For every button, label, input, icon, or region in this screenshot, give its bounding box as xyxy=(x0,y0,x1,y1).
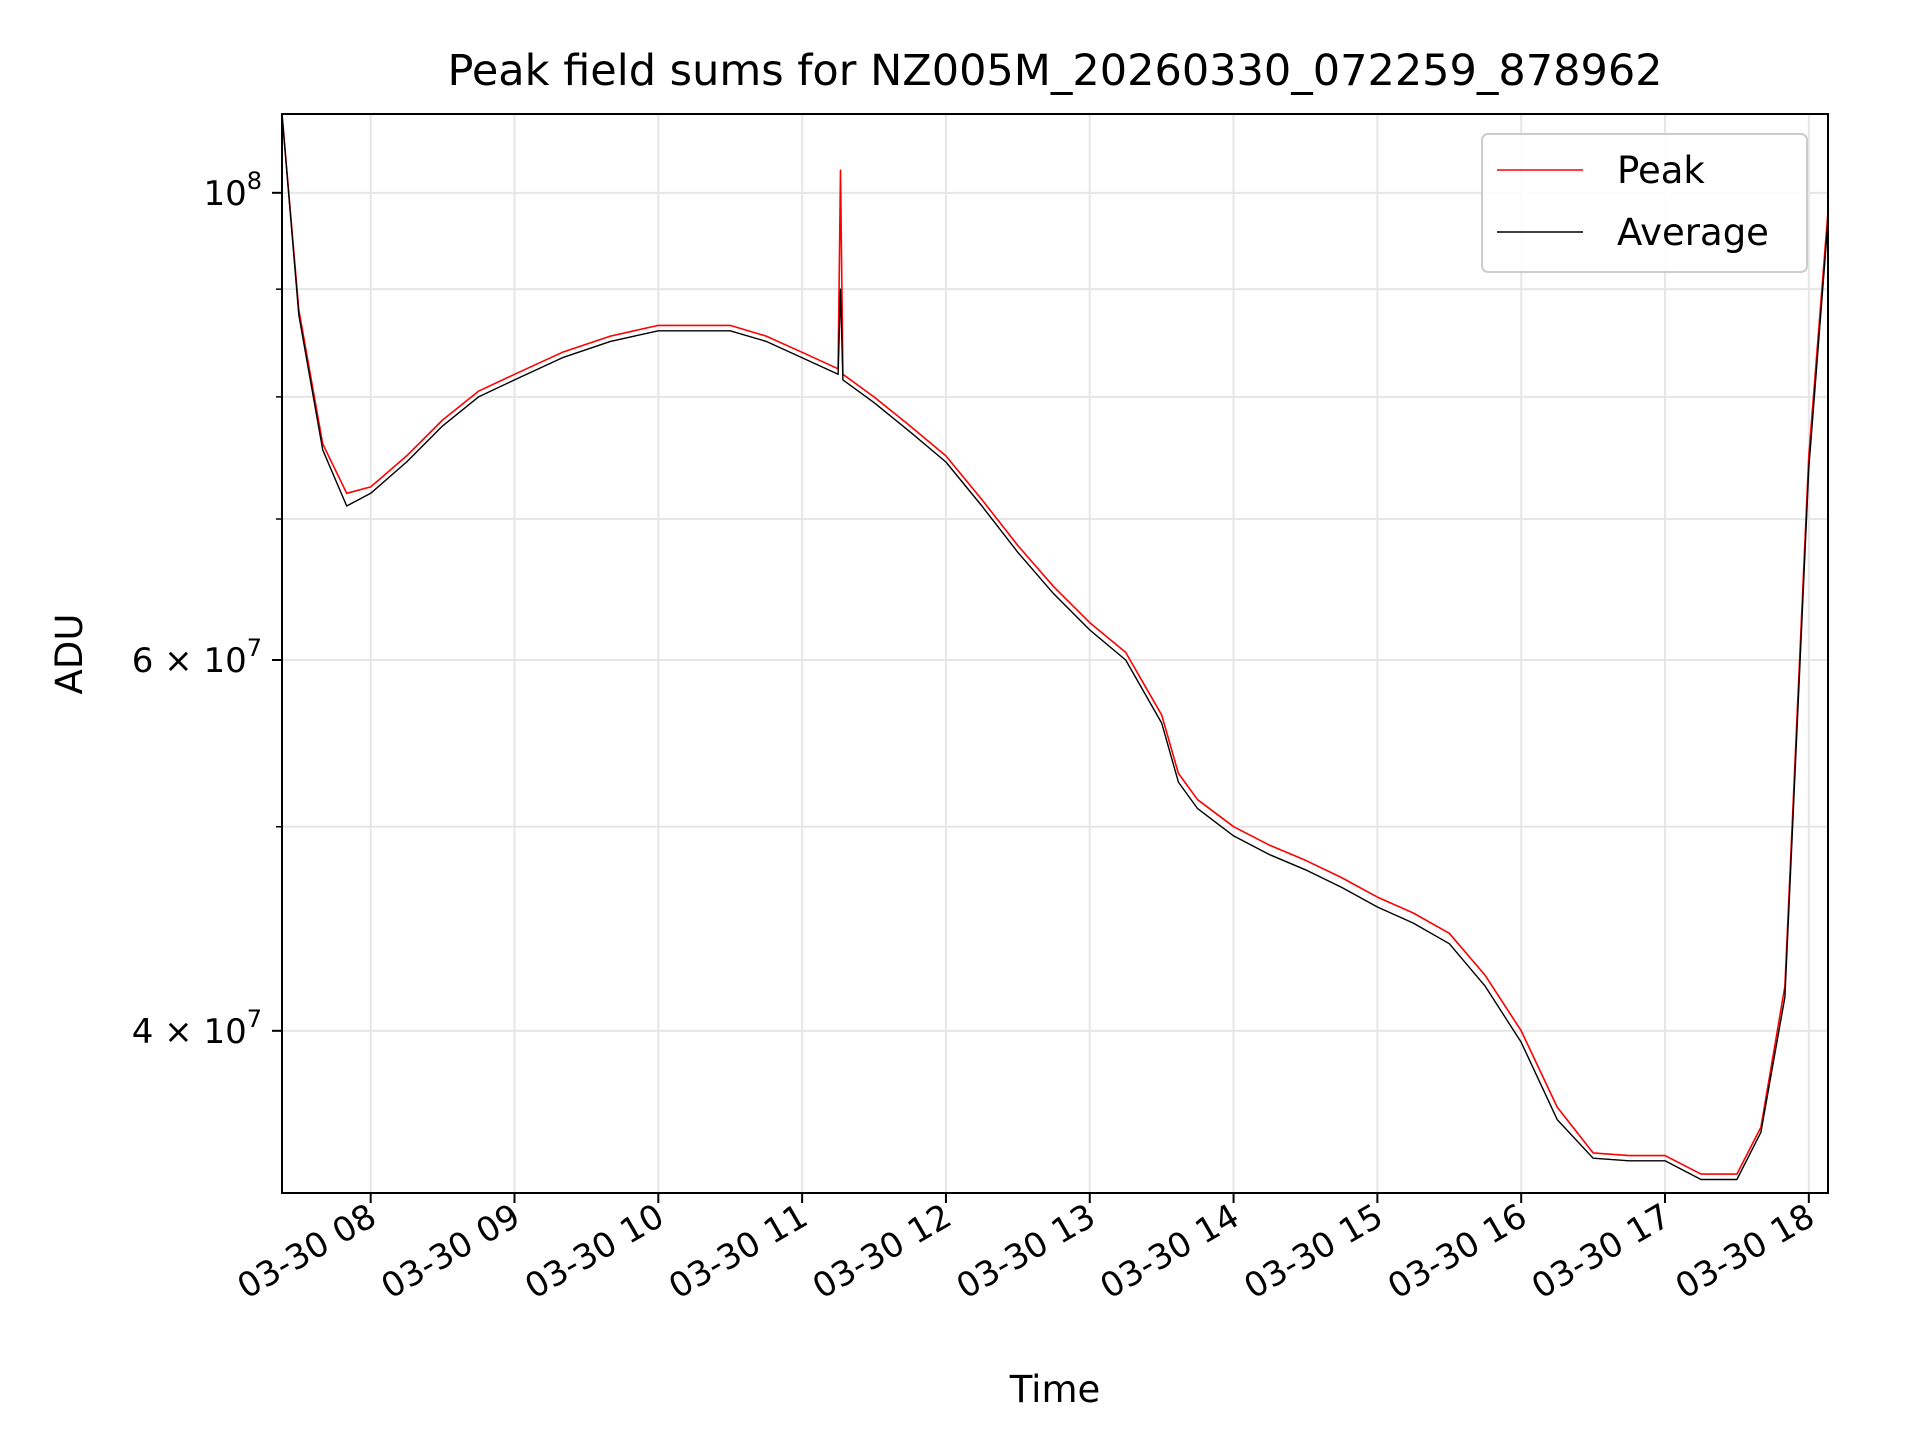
legend-label-peak: Peak xyxy=(1617,149,1705,192)
plot-frame xyxy=(281,113,1829,1194)
y-tick-base: 6 × 10 xyxy=(132,641,247,681)
y-tick-label: 6 × 107 xyxy=(132,634,262,681)
y-tick-exponent: 7 xyxy=(247,634,262,662)
chart-title: Peak field sums for NZ005M_20260330_0722… xyxy=(447,46,1662,96)
grid-lines xyxy=(282,114,1828,1193)
legend-label-average: Average xyxy=(1617,211,1769,254)
x-axis-label: Time xyxy=(1009,1368,1101,1411)
y-tick-label: 4 × 107 xyxy=(132,1005,262,1052)
legend: Peak Average xyxy=(1481,133,1808,273)
series-line-peak xyxy=(282,114,1828,1175)
series-line-average xyxy=(282,114,1828,1181)
y-tick-exponent: 8 xyxy=(247,167,262,195)
y-tick-label: 108 xyxy=(203,167,262,214)
y-tick-base: 10 xyxy=(203,174,246,214)
y-tick-exponent: 7 xyxy=(247,1005,262,1033)
y-tick-base: 4 × 10 xyxy=(132,1012,247,1052)
series-lines xyxy=(282,114,1828,1181)
legend-box xyxy=(1481,133,1808,273)
y-axis-label: ADU xyxy=(48,614,91,695)
